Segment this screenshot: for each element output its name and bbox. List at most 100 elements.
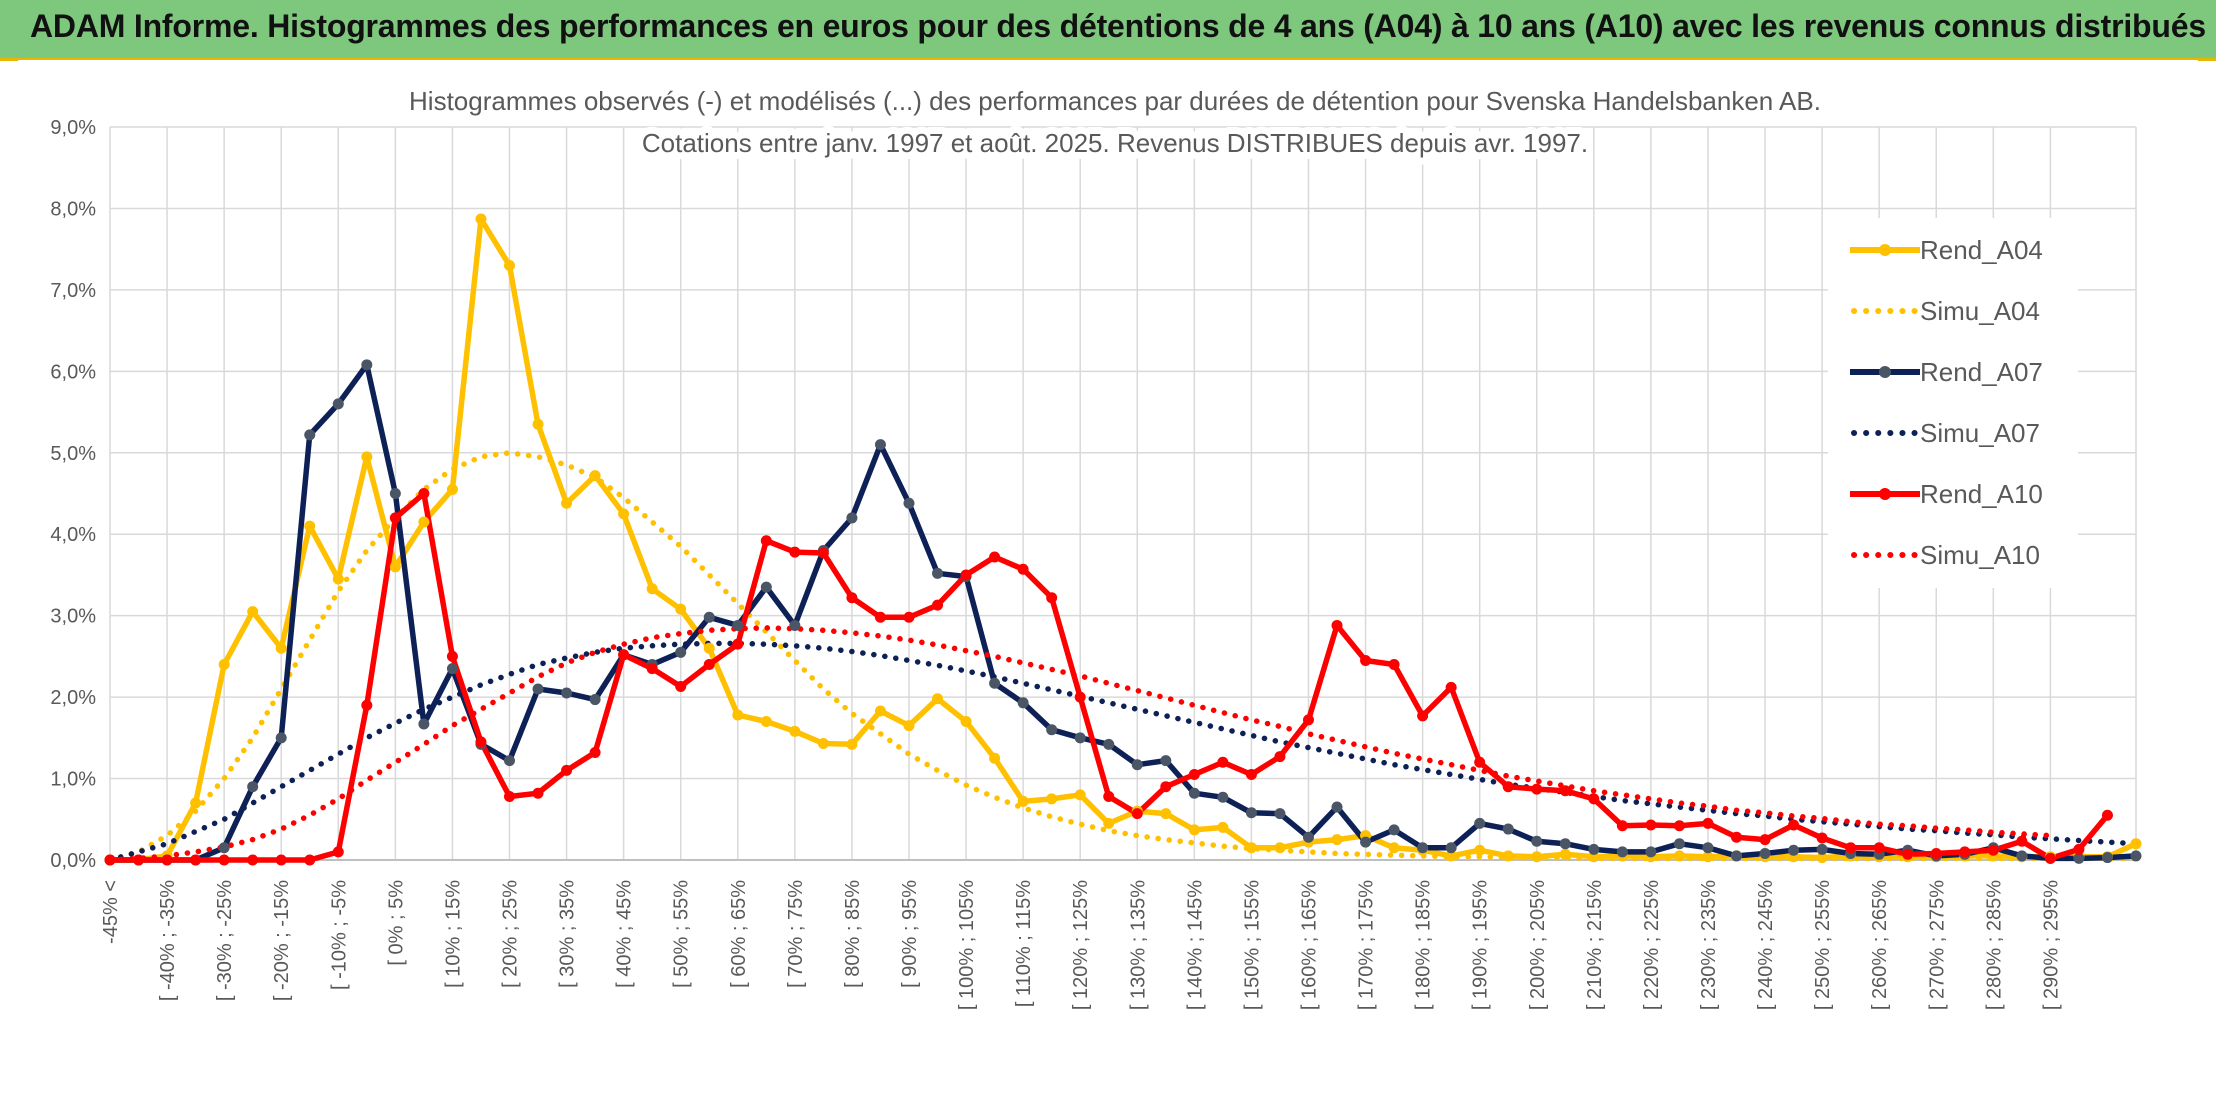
page-header: ADAM Informe. Histogrammes des performan… bbox=[0, 0, 2216, 60]
x-tick-label: [ 90% ; 95% bbox=[899, 880, 921, 988]
data-point-rend-a10 bbox=[532, 787, 544, 799]
data-point-rend-a07 bbox=[703, 611, 715, 623]
data-point-rend-a10 bbox=[1074, 691, 1086, 703]
data-point-rend-a10 bbox=[2044, 852, 2056, 864]
series-line-simu-a10 bbox=[107, 625, 2054, 863]
data-point-rend-a10 bbox=[932, 599, 944, 611]
data-point-rend-a10 bbox=[618, 649, 630, 661]
data-point-rend-a07 bbox=[561, 687, 573, 699]
data-point-rend-a04 bbox=[1217, 821, 1229, 833]
data-point-rend-a04 bbox=[1702, 851, 1714, 863]
data-point-rend-a07 bbox=[361, 359, 373, 371]
y-tick-label: 9,0% bbox=[50, 117, 96, 139]
data-point-rend-a07 bbox=[1788, 844, 1800, 856]
data-point-rend-a10 bbox=[675, 681, 687, 693]
data-point-rend-a04 bbox=[789, 725, 801, 737]
data-point-rend-a07 bbox=[1759, 847, 1771, 859]
data-point-rend-a07 bbox=[1217, 791, 1229, 803]
data-point-rend-a04 bbox=[389, 561, 401, 573]
x-tick-label: [ 270% ; 275% bbox=[1926, 880, 1948, 1010]
x-tick-label: [ 80% ; 85% bbox=[842, 880, 864, 988]
data-point-rend-a07 bbox=[389, 488, 401, 499]
data-point-rend-a07 bbox=[760, 581, 772, 593]
chart-title: Histogrammes observés (-) et modélisés (… bbox=[409, 86, 1821, 116]
data-point-rend-a10 bbox=[1731, 831, 1743, 843]
legend-label-rend-a07: Rend_A07 bbox=[1920, 357, 2043, 387]
data-point-rend-a10 bbox=[218, 854, 230, 866]
data-point-rend-a10 bbox=[332, 846, 344, 858]
x-tick-label: [ 290% ; 295% bbox=[2040, 880, 2062, 1010]
y-tick-label: 6,0% bbox=[50, 361, 96, 383]
data-point-rend-a07 bbox=[789, 619, 801, 631]
data-point-rend-a07 bbox=[503, 755, 515, 767]
x-tick-label: [ 280% ; 285% bbox=[1983, 880, 2005, 1010]
legend-marker-rend-a07 bbox=[1879, 366, 1891, 378]
data-point-rend-a10 bbox=[2016, 835, 2028, 847]
data-point-rend-a04 bbox=[561, 497, 573, 509]
data-point-rend-a04 bbox=[304, 520, 316, 532]
data-point-rend-a04 bbox=[1274, 842, 1286, 854]
data-point-rend-a07 bbox=[1302, 831, 1314, 843]
data-point-rend-a07 bbox=[1331, 801, 1343, 813]
data-point-rend-a04 bbox=[732, 709, 744, 721]
data-point-rend-a10 bbox=[133, 854, 145, 866]
data-point-rend-a04 bbox=[1160, 808, 1172, 820]
data-point-rend-a04 bbox=[332, 573, 344, 585]
data-point-rend-a07 bbox=[2130, 850, 2142, 862]
data-point-rend-a10 bbox=[732, 638, 744, 650]
x-tick-label: [ -20% ; -15% bbox=[271, 880, 293, 1001]
data-point-rend-a10 bbox=[1360, 654, 1372, 666]
data-point-rend-a10 bbox=[1788, 819, 1800, 831]
x-tick-label: [ -40% ; -35% bbox=[157, 880, 179, 1001]
data-point-rend-a07 bbox=[1702, 842, 1714, 854]
x-tick-label: [ 160% ; 165% bbox=[1298, 880, 1320, 1010]
x-tick-label: [ 50% ; 55% bbox=[671, 880, 693, 988]
data-point-rend-a10 bbox=[903, 611, 915, 623]
data-point-rend-a07 bbox=[1474, 817, 1486, 829]
data-point-rend-a10 bbox=[874, 611, 886, 623]
x-tick-label: [ 140% ; 145% bbox=[1184, 880, 1206, 1010]
data-point-rend-a10 bbox=[817, 547, 829, 559]
data-point-rend-a10 bbox=[389, 512, 401, 524]
data-point-rend-a10 bbox=[1274, 751, 1286, 763]
x-tick-label: [ -30% ; -25% bbox=[214, 880, 236, 1001]
data-point-rend-a07 bbox=[247, 781, 259, 793]
y-tick-label: 3,0% bbox=[50, 606, 96, 628]
legend-background bbox=[1828, 218, 2078, 588]
data-point-rend-a10 bbox=[1759, 834, 1771, 846]
data-point-rend-a10 bbox=[104, 854, 116, 866]
data-point-rend-a10 bbox=[646, 663, 658, 675]
accent-bar-right bbox=[2198, 58, 2216, 61]
y-tick-label: 2,0% bbox=[50, 687, 96, 709]
data-point-rend-a10 bbox=[2101, 809, 2113, 821]
data-point-rend-a10 bbox=[503, 790, 515, 802]
data-point-rend-a07 bbox=[1531, 835, 1543, 847]
data-point-rend-a07 bbox=[1645, 846, 1657, 858]
data-point-rend-a04 bbox=[1245, 842, 1257, 854]
series-line-simu-a04 bbox=[107, 450, 2139, 863]
data-point-rend-a04 bbox=[2130, 838, 2142, 850]
data-point-rend-a04 bbox=[817, 738, 829, 750]
data-point-rend-a10 bbox=[161, 854, 173, 866]
x-tick-label: [ 60% ; 65% bbox=[728, 880, 750, 988]
x-tick-label: [ 110% ; 115% bbox=[1013, 880, 1035, 1007]
x-tick-label: [ 70% ; 75% bbox=[785, 880, 807, 988]
y-tick-label: 7,0% bbox=[50, 280, 96, 302]
data-point-rend-a04 bbox=[446, 483, 458, 495]
data-point-rend-a07 bbox=[418, 718, 430, 730]
x-tick-label: [ 180% ; 185% bbox=[1413, 880, 1435, 1010]
data-point-rend-a04 bbox=[532, 418, 544, 430]
legend-label-rend-a10: Rend_A10 bbox=[1920, 479, 2043, 509]
data-point-rend-a07 bbox=[446, 663, 458, 675]
data-point-rend-a10 bbox=[1559, 785, 1571, 797]
data-point-rend-a07 bbox=[846, 512, 858, 524]
data-point-rend-a04 bbox=[218, 659, 230, 671]
data-point-rend-a07 bbox=[1188, 787, 1200, 799]
data-point-rend-a04 bbox=[503, 259, 515, 271]
data-point-rend-a10 bbox=[190, 854, 202, 866]
data-point-rend-a04 bbox=[646, 583, 658, 595]
data-point-rend-a10 bbox=[589, 746, 601, 758]
data-point-rend-a07 bbox=[1274, 808, 1286, 820]
data-point-rend-a10 bbox=[1445, 681, 1457, 693]
x-tick-label: [ 260% ; 265% bbox=[1869, 880, 1891, 1010]
